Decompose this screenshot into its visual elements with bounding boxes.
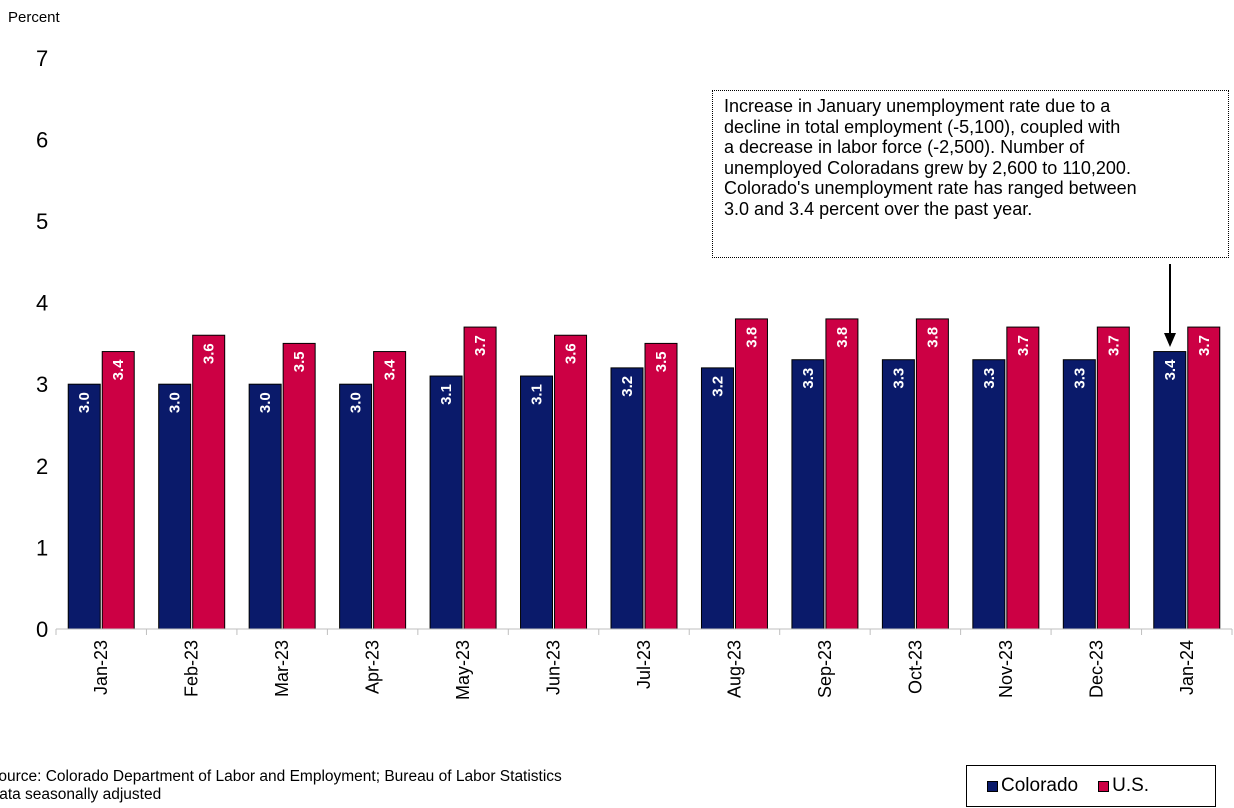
x-tick-label: Dec-23 [1086, 640, 1106, 698]
y-tick-labels: 0 1 2 3 4 5 6 7 [36, 46, 48, 642]
bar-colorado [1153, 351, 1187, 630]
data-label-us: 3.8 [834, 327, 851, 348]
x-tick-label: Aug-23 [724, 640, 744, 698]
bar-colorado [700, 367, 734, 630]
data-label-us: 3.5 [291, 351, 308, 372]
y-tick-label: 6 [36, 127, 48, 152]
bar-colorado [610, 367, 644, 630]
bar-us [463, 326, 497, 630]
bar-colorado [1062, 359, 1096, 630]
bar-us [1006, 326, 1040, 630]
bar-colorado [158, 383, 192, 630]
bar-us [282, 342, 316, 630]
bar-colorado [67, 383, 101, 630]
x-tick-label: May-23 [453, 640, 473, 700]
data-label-us: 3.7 [1015, 335, 1032, 356]
data-label-colorado: 3.3 [890, 368, 907, 389]
y-axis-label: Percent [8, 9, 61, 26]
x-tick-label: Sep-23 [815, 640, 835, 698]
data-label-colorado: 3.4 [1162, 359, 1179, 381]
bar-colorado [791, 359, 825, 630]
y-tick-label: 1 [36, 535, 48, 560]
x-tick-marks [55, 629, 1233, 635]
bar-us [373, 351, 407, 630]
bar-colorado [972, 359, 1006, 630]
data-label-colorado: 3.3 [1071, 368, 1088, 389]
data-label-us: 3.8 [743, 327, 760, 348]
x-tick-label: Jun-23 [544, 640, 564, 695]
y-tick-label: 3 [36, 372, 48, 397]
bars [67, 318, 1221, 630]
legend-swatch-colorado [987, 780, 998, 792]
data-label-us: 3.7 [1105, 335, 1122, 356]
legend-swatch-us [1098, 780, 1110, 792]
data-label-us: 3.8 [924, 327, 941, 348]
bar-us [192, 334, 226, 630]
y-tick-label: 4 [36, 291, 48, 316]
source-note: Source: Colorado Department of Labor and… [0, 768, 562, 785]
bar-colorado [520, 375, 554, 630]
annotation-line: a decrease in labor force (-2,500). Numb… [724, 137, 1085, 157]
data-label-us: 3.4 [110, 359, 127, 381]
data-label-colorado: 3.0 [167, 392, 184, 413]
bar-us [734, 318, 768, 630]
data-label-colorado: 3.3 [800, 368, 817, 389]
legend-item-us: U.S. [1098, 775, 1149, 797]
data-label-colorado: 3.0 [348, 392, 365, 413]
data-label-us: 3.7 [1196, 335, 1213, 356]
y-tick-label: 7 [36, 46, 48, 71]
data-label-colorado: 3.1 [529, 384, 546, 405]
data-label-colorado: 3.0 [76, 392, 93, 413]
annotation-arrow-head [1164, 333, 1176, 347]
bar-us [1187, 326, 1221, 630]
x-tick-label: Nov-23 [996, 640, 1016, 698]
data-label-us: 3.6 [563, 343, 580, 364]
data-label-colorado: 3.0 [257, 392, 274, 413]
data-label-colorado: 3.3 [981, 368, 998, 389]
bar-us [1096, 326, 1130, 630]
data-label-colorado: 3.2 [619, 376, 636, 397]
bar-us [915, 318, 949, 630]
legend-label-us: U.S. [1112, 775, 1150, 796]
data-label-us: 3.7 [472, 335, 489, 356]
annotation-line: unemployed Coloradans grew by 2,600 to 1… [724, 157, 1131, 178]
bar-colorado [248, 383, 282, 630]
data-note: Data seasonally adjusted [0, 786, 162, 803]
data-label-colorado: 3.2 [709, 376, 726, 397]
bar-us [101, 351, 135, 630]
x-tick-label: Mar-23 [272, 640, 292, 697]
x-tick-label: Jul-23 [634, 640, 654, 689]
y-tick-label: 2 [36, 454, 48, 479]
annotation-line: decline in total employment (-5,100), co… [724, 116, 1121, 137]
legend: Colorado U.S. [966, 765, 1216, 807]
x-tick-label: Oct-23 [905, 640, 925, 694]
bar-colorado [339, 383, 373, 630]
legend-label-colorado: Colorado [1001, 775, 1079, 796]
x-tick-label: Feb-23 [182, 640, 202, 697]
x-tick-labels: Jan-23 Feb-23 Mar-23 Apr-23 May-23 Jun-23 Jul-… [91, 640, 1197, 700]
data-label-us: 3.6 [201, 343, 218, 364]
x-tick-label: Apr-23 [363, 640, 383, 694]
bar-us [825, 318, 859, 630]
bar-colorado [429, 375, 463, 630]
annotation-arrow [1164, 264, 1176, 347]
annotation-line: Increase in January unemployment rate du… [724, 96, 1111, 116]
data-label-colorado: 3.1 [438, 384, 455, 405]
y-tick-label: 5 [36, 209, 48, 234]
footnote: Source: Colorado Department of Labor and… [0, 768, 760, 808]
bar-us [554, 334, 588, 630]
annotation-line: Colorado's unemployment rate has ranged … [724, 178, 1137, 198]
data-labels: 3.0 3.4 3.0 3.6 3.0 3.5 3.0 3.4 3.1 3.7 3.1 3.6 3.2 3… [76, 327, 1213, 413]
x-tick-label: Jan-23 [91, 640, 111, 695]
data-label-us: 3.5 [653, 351, 670, 372]
y-tick-label: 0 [36, 617, 48, 642]
data-label-us: 3.4 [382, 359, 399, 381]
bar-colorado [881, 359, 915, 630]
legend-item-colorado: Colorado [987, 775, 1078, 797]
annotation-box: Increase in January unemployment rate du… [712, 90, 1229, 258]
bar-us [644, 342, 678, 630]
annotation-line: 3.0 and 3.4 percent over the past year. [724, 198, 1033, 219]
x-tick-label: Jan-24 [1177, 640, 1197, 695]
